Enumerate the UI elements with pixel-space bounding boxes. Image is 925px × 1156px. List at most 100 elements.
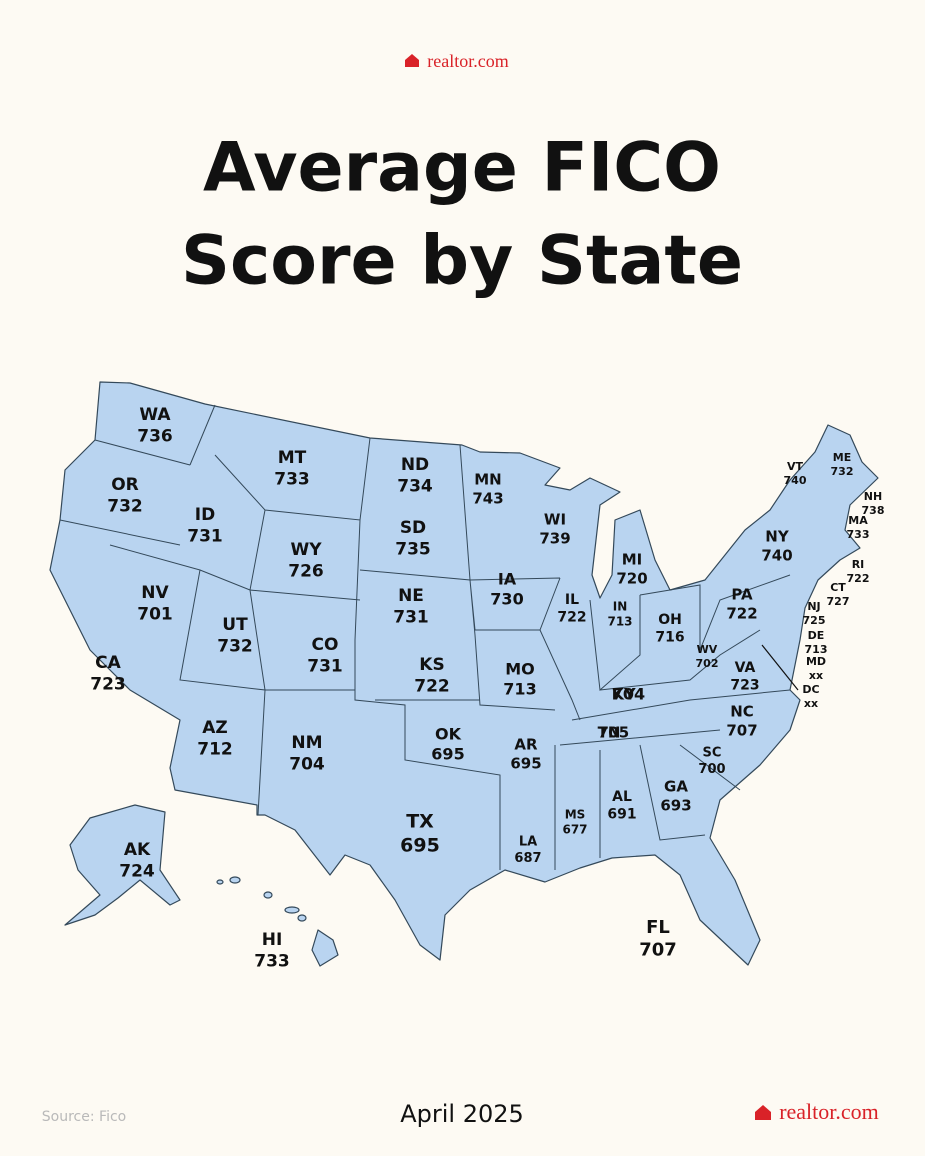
state-abbr: AZ — [202, 718, 227, 738]
state-abbr: ND — [401, 455, 429, 475]
state-abbr: AR — [514, 736, 538, 754]
state-score: 722 — [557, 610, 586, 626]
state-abbr: WI — [544, 511, 566, 529]
state-score: 732 — [217, 636, 253, 656]
state-score: 700 — [698, 762, 725, 777]
state-abbr: MT — [278, 448, 307, 468]
state-score: xx — [809, 669, 823, 682]
state-score: 736 — [137, 426, 173, 446]
state-score: 695 — [510, 754, 541, 772]
state-abbr: IL — [565, 592, 579, 608]
state-score: 732 — [831, 465, 854, 478]
state-abbr: UT — [222, 615, 248, 635]
state-score: 733 — [847, 528, 870, 541]
state-abbr: CA — [95, 653, 121, 673]
state-abbr: ID — [195, 505, 215, 525]
state-abbr: OK — [435, 725, 462, 744]
state-score: 739 — [539, 529, 570, 547]
state-score: 713 — [805, 643, 828, 656]
state-abbr: DE — [808, 629, 825, 642]
state-abbr: VA — [735, 660, 756, 676]
state-abbr: NC — [730, 703, 754, 721]
state-abbr: OH — [658, 612, 682, 628]
state-score: 740 — [761, 546, 792, 564]
state-score: 730 — [490, 590, 523, 609]
state-abbr: IN — [613, 600, 628, 614]
state-abbr: KS — [419, 655, 444, 675]
state-score: 722 — [847, 572, 870, 585]
state-abbr: DC — [802, 683, 819, 696]
state-abbr: PA — [731, 586, 753, 604]
state-score: 723 — [90, 674, 126, 694]
map — [49, 381, 879, 967]
state-score: 716 — [655, 630, 684, 646]
state-score: 731 — [187, 526, 223, 546]
logo-icon — [405, 54, 419, 67]
state-score: 733 — [254, 951, 290, 971]
state-abbr: MN — [474, 471, 501, 489]
state-abbr: OR — [111, 475, 139, 495]
state-score: 735 — [395, 539, 431, 559]
brand: realtor.com — [427, 51, 508, 71]
state-score: 733 — [274, 469, 310, 489]
state-score: 702 — [696, 657, 719, 670]
state-abbr: AL — [612, 789, 632, 805]
state-abbr: FL — [646, 917, 670, 938]
state-score: 704 — [289, 754, 325, 774]
state-abbr: CT — [830, 581, 846, 594]
state-abbr: WY — [290, 540, 322, 560]
date: April 2025 — [400, 1100, 524, 1128]
state-score: 732 — [107, 496, 143, 516]
state-score: 722 — [414, 676, 450, 696]
state-score: 677 — [562, 823, 587, 837]
state-abbr: MO — [505, 660, 535, 679]
state-score: 701 — [137, 604, 173, 624]
state-score: xx — [804, 697, 818, 710]
state-score: 727 — [827, 595, 850, 608]
state-abbr: NJ — [807, 600, 820, 613]
dc-pointer — [761, 644, 799, 691]
state-score: 725 — [803, 614, 826, 627]
state-abbr: NY — [765, 528, 790, 546]
state-abbr: SD — [400, 518, 426, 538]
state-abbr: IA — [498, 570, 517, 589]
state-abbr: VT — [787, 460, 804, 473]
state-abbr: KY — [612, 685, 636, 704]
state-abbr: WA — [139, 405, 171, 425]
state-abbr: NH — [864, 490, 882, 503]
state-score: 738 — [862, 504, 885, 517]
state-score: 726 — [288, 561, 324, 581]
state-score: 740 — [784, 474, 807, 487]
state-score: 707 — [639, 940, 677, 961]
state-score: 731 — [393, 607, 429, 627]
state-score: 704 — [612, 685, 645, 704]
state-borders — [59, 404, 791, 870]
state-score: 707 — [726, 721, 757, 739]
title-line: Average FICO — [203, 129, 721, 208]
state-score: 731 — [307, 656, 343, 676]
state-abbr: NE — [398, 586, 424, 606]
state-abbr: CO — [312, 635, 339, 655]
state-abbr: MA — [848, 514, 868, 527]
state-abbr: TN — [598, 724, 621, 742]
state-score: 723 — [730, 678, 759, 694]
state-abbr: TX — [406, 811, 434, 833]
state-score: 693 — [660, 796, 691, 814]
brand: realtor.com — [779, 1099, 879, 1124]
state-abbr: NM — [291, 733, 322, 753]
hawaii — [216, 876, 339, 967]
state-abbr: SC — [703, 746, 722, 761]
state-score: 722 — [726, 604, 757, 622]
state-abbr: MI — [622, 551, 643, 569]
state-score: 724 — [119, 861, 155, 881]
state-abbr: RI — [852, 558, 865, 571]
title-line: Score by State — [181, 222, 743, 301]
logo-icon — [755, 1105, 771, 1120]
state-score: 687 — [514, 851, 541, 866]
state-score: 695 — [431, 745, 464, 764]
state-abbr: MD — [806, 655, 826, 668]
state-abbr: AK — [124, 840, 151, 860]
state-score: 720 — [616, 569, 647, 587]
